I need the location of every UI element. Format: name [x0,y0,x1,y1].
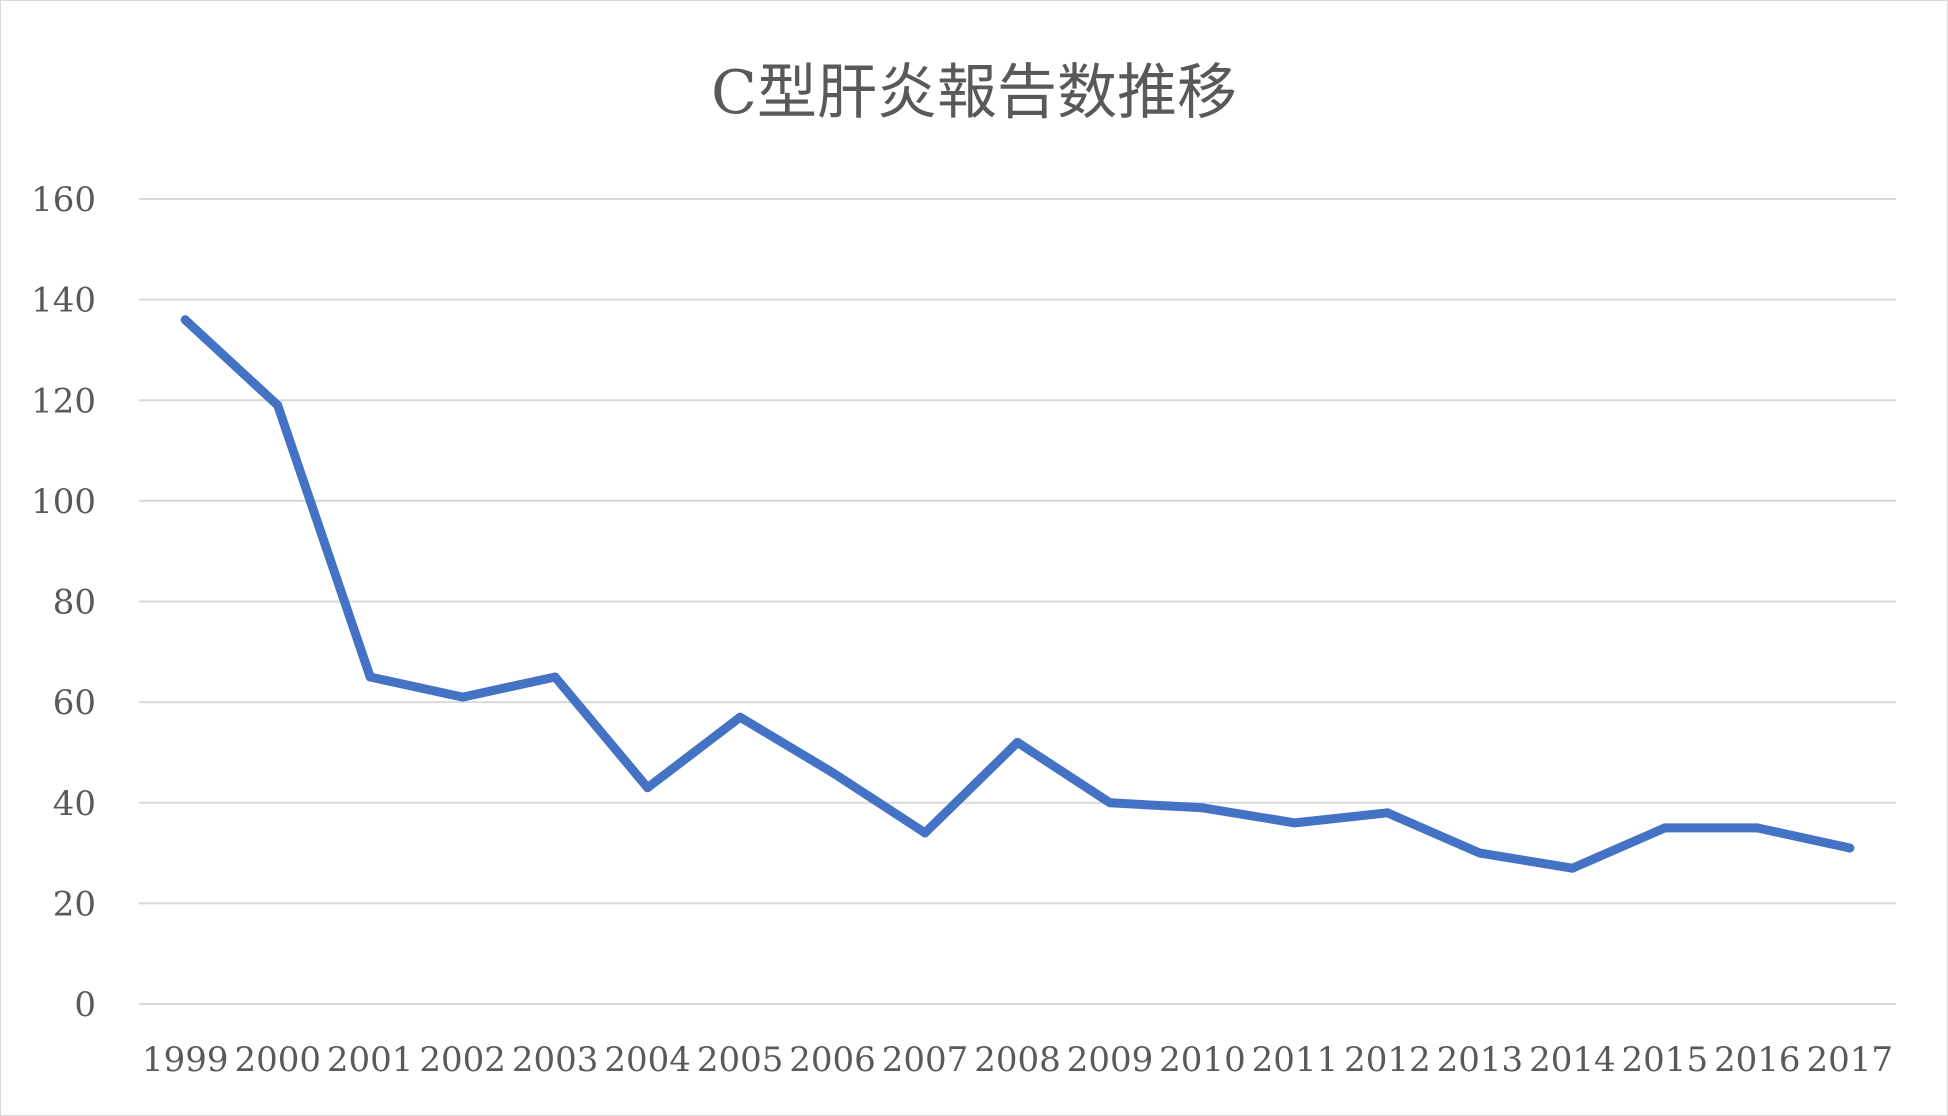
y-tick-label: 0 [74,985,96,1025]
data-point-2001 [365,672,375,682]
y-tick-label: 20 [53,884,96,924]
x-tick-label: 2001 [327,1040,414,1080]
data-point-2011 [1290,818,1300,828]
series-layer [180,315,1855,873]
x-tick-label: 2007 [882,1040,969,1080]
data-point-2014 [1567,863,1577,873]
x-tick-label: 2014 [1529,1040,1616,1080]
gridlines [139,198,1896,1005]
x-tick-label: 2000 [234,1040,321,1080]
data-point-2003 [550,672,560,682]
data-point-2008 [1013,737,1022,747]
data-point-1999 [180,315,190,325]
x-tick-label: 2016 [1714,1040,1801,1080]
data-point-2006 [828,768,838,778]
data-point-2015 [1660,823,1670,833]
x-tick-label: 2017 [1806,1040,1893,1080]
data-point-2005 [735,712,745,722]
x-tick-label: 2010 [1159,1040,1246,1080]
y-tick-label: 120 [31,381,96,421]
data-point-2016 [1752,823,1762,833]
x-tick-label: 2009 [1067,1040,1154,1080]
data-point-2002 [458,692,468,702]
x-tick-label: 2002 [419,1040,506,1080]
y-tick-label: 60 [53,683,96,723]
x-tick-label: 2012 [1344,1040,1431,1080]
series-line-0 [180,315,1855,873]
chart-title: C型肝炎報告数推移 [711,58,1237,128]
data-point-2009 [1105,798,1115,808]
data-point-2007 [920,828,930,838]
y-tick-label: 80 [53,583,96,623]
data-point-2010 [1197,803,1207,813]
y-tick-label: 100 [31,482,96,522]
y-tick-label: 140 [31,281,96,321]
x-tick-label: 2008 [974,1040,1061,1080]
x-tick-label: 2015 [1622,1040,1709,1080]
x-tick-label: 2003 [512,1040,599,1080]
x-tick-label: 1999 [142,1040,229,1080]
data-point-2000 [273,400,283,410]
y-axis-ticks: 0 20 40 60 80 100 120 140 160 [31,180,96,1025]
y-tick-label: 40 [53,784,96,824]
y-tick-label: 160 [31,180,96,220]
data-point-2017 [1845,843,1855,853]
data-point-2004 [643,783,653,793]
x-axis-ticks: 1999 2000 2001 2002 2003 2004 2005 2006 2007 2008… [142,1040,1893,1080]
data-point-2012 [1382,808,1392,818]
x-tick-label: 2011 [1252,1040,1339,1080]
data-point-2013 [1475,848,1485,858]
x-tick-label: 2004 [604,1040,691,1080]
x-tick-label: 2013 [1437,1040,1524,1080]
x-tick-label: 2006 [789,1040,876,1080]
x-tick-label: 2005 [697,1040,784,1080]
